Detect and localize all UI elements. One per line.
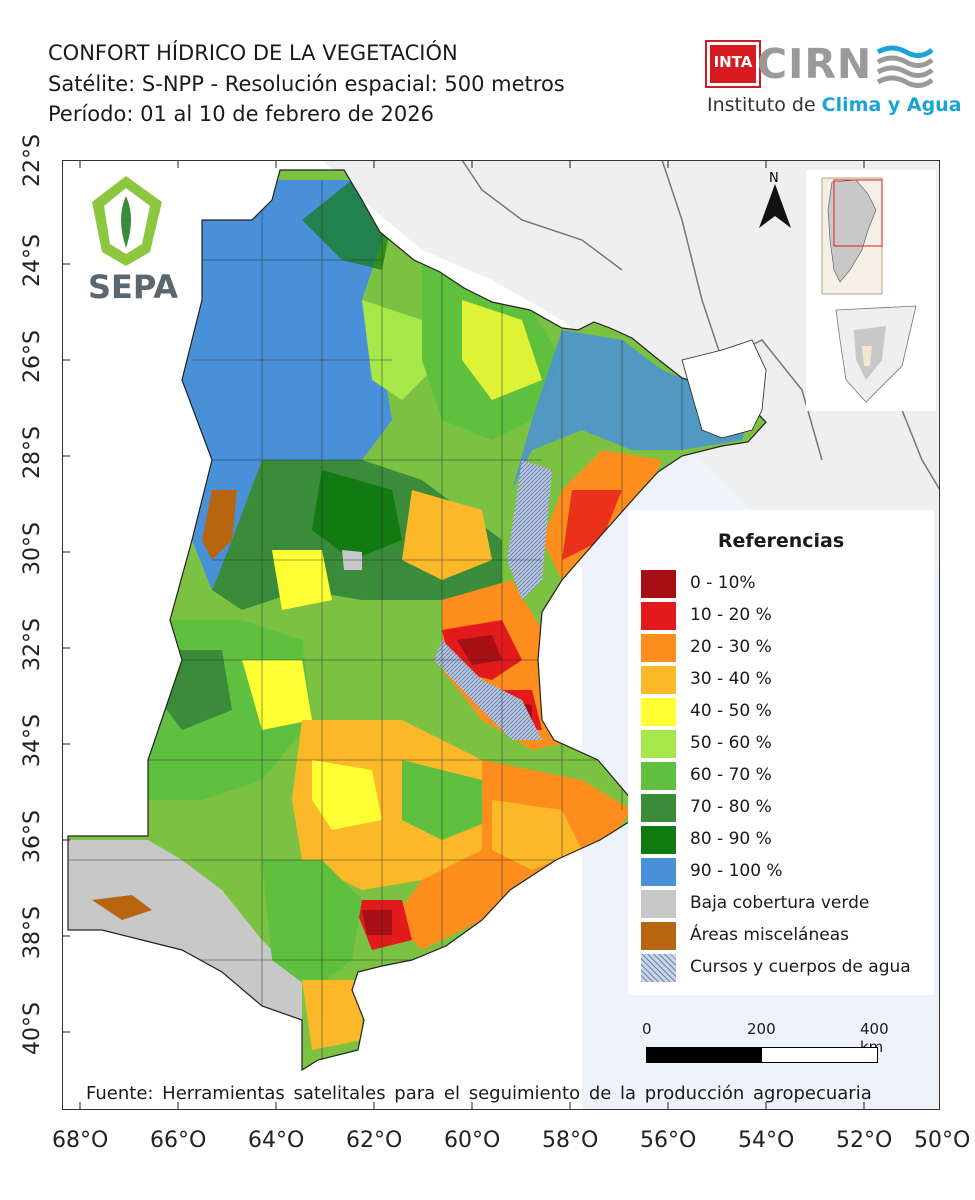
legend-label: Áreas misceláneas [690,925,849,945]
graticule-ticks [62,160,865,1110]
lat-label: 22°S [20,134,45,187]
lon-label: 54°O [738,1128,795,1153]
institute-name: Instituto de Clima y Agua [707,94,962,116]
legend-swatch [641,826,676,854]
legend-swatch [641,730,676,758]
legend-label: 20 - 30 % [690,637,772,657]
lat-label: 24°S [20,234,45,287]
lat-label: 26°S [20,330,45,383]
legend-swatch-water [641,954,676,982]
lon-label: 50°O [914,1128,971,1153]
legend-label: Cursos y cuerpos de agua [690,957,911,977]
institute-accent: Clima y Agua [821,94,962,116]
lon-label: 56°O [640,1128,697,1153]
lon-label: 66°O [150,1128,207,1153]
lon-label: 52°O [836,1128,893,1153]
map-border [62,160,940,1110]
legend-swatch [641,890,676,918]
legend-label: 30 - 40 % [690,669,772,689]
legend-label: 50 - 60 % [690,733,772,753]
lat-label: 38°S [20,906,45,959]
scale-segment-white [761,1047,878,1063]
legend-label: 10 - 20 % [690,605,772,625]
legend-label: 40 - 50 % [690,701,772,721]
map-subtitle: Satélite: S-NPP - Resolución espacial: 5… [48,72,565,96]
north-label: N [769,171,779,186]
legend-swatch [641,762,676,790]
legend-label: 70 - 80 % [690,797,772,817]
source-note: Fuente: Herramientas satelitales para el… [86,1083,872,1104]
north-arrow-icon: N [759,171,791,228]
lat-label: 30°S [20,522,45,575]
misiones-area [681,339,767,439]
lat-label: 40°S [20,1002,45,1055]
lat-label: 28°S [20,426,45,479]
legend-swatch [641,602,676,630]
lat-label: 34°S [20,714,45,767]
lon-label: 68°O [52,1128,109,1153]
cirn-waves-icon [876,45,934,88]
sepa-logo: SEPA [88,176,178,306]
locator-inset-map [806,170,936,411]
lon-label: 64°O [248,1128,305,1153]
map-period: Período: 01 al 10 de febrero de 2026 [48,102,434,126]
legend-label: 0 - 10% [690,573,756,593]
map-title: CONFORT HÍDRICO DE LA VEGETACIÓN [48,41,458,65]
scale-label: 200 [747,1020,776,1038]
lat-label: 36°S [20,810,45,863]
legend-swatch [641,858,676,886]
lon-label: 60°O [444,1128,501,1153]
institute-prefix: Instituto de [707,94,822,116]
argentina-outline [67,169,767,1072]
map-frame: SEPA [62,160,940,1110]
legend-swatch [641,666,676,694]
legend-panel: Referencias 0 - 10% 10 - 20 % 20 - 30 % … [628,510,934,995]
lon-label: 58°O [542,1128,599,1153]
inta-logo-text: INTA [713,53,753,71]
legend-label: 90 - 100 % [690,861,783,881]
cirn-logo-text: CIRN [757,40,873,88]
sepa-logo-text: SEPA [88,268,178,306]
legend-label: 60 - 70 % [690,765,772,785]
legend-swatch [641,794,676,822]
legend-swatch [641,634,676,662]
legend-label: 80 - 90 % [690,829,772,849]
legend-swatch [641,570,676,598]
scale-label: 0 [642,1020,652,1038]
legend-title: Referencias [717,530,845,552]
legend-swatch [641,698,676,726]
inta-logo: INTA [705,40,761,88]
legend-swatch [641,922,676,950]
lat-label: 32°S [20,618,45,671]
lon-label: 62°O [346,1128,403,1153]
legend-label: Baja cobertura verde [690,893,870,913]
scale-segment-black [646,1047,763,1063]
scale-bar: 0 200 400 km [640,1020,890,1070]
